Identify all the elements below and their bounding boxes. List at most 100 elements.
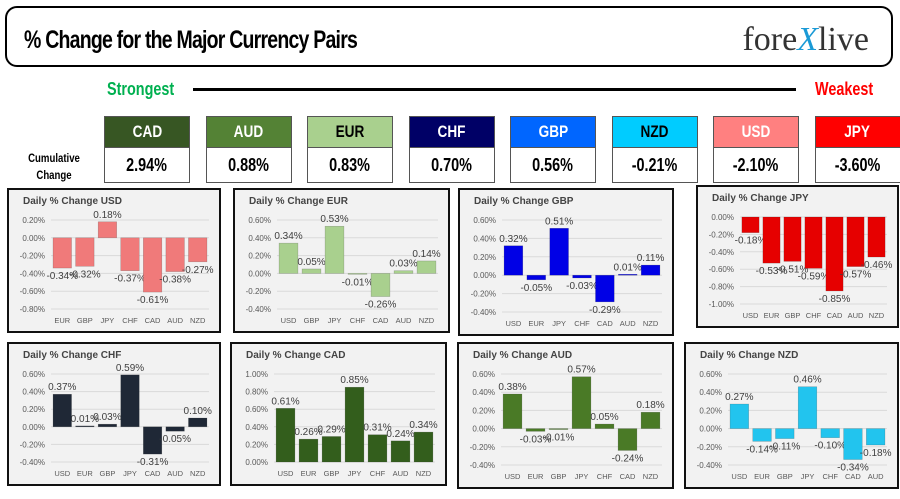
x-tick-label: USD xyxy=(743,311,759,320)
x-tick-label: CHF xyxy=(350,316,366,325)
data-label: 0.11% xyxy=(637,253,665,264)
bar-usd xyxy=(729,403,749,429)
bar-gbp xyxy=(301,268,322,274)
data-label: -0.01% xyxy=(342,277,374,288)
x-tick-label: AUD xyxy=(620,319,636,328)
x-tick-label: GBP xyxy=(551,472,567,481)
data-label: -0.24% xyxy=(612,453,644,464)
currency-header: CAD xyxy=(104,116,190,148)
data-label: -0.85% xyxy=(819,294,851,305)
cumulative-value: 0.56% xyxy=(510,148,596,183)
data-label: -0.10% xyxy=(814,441,846,452)
chart-plot: 0.20% 0.00% -0.20% -0.40% -0.60% -0.80% -0.34%… xyxy=(20,210,214,325)
y-tick-label: -0.20% xyxy=(709,230,734,239)
x-tick-label: CAD xyxy=(845,472,861,481)
bar-chf xyxy=(820,428,840,438)
chart-plot: 0.60% 0.40% 0.20% 0.00% -0.20% -0.40% 0.34% USD… xyxy=(246,214,441,325)
data-label: -0.61% xyxy=(137,295,169,306)
x-tick-label: NZD xyxy=(419,316,435,325)
bar-eur xyxy=(526,274,546,281)
cumulative-value-text: -0.21% xyxy=(631,154,678,175)
cumulative-value: 0.70% xyxy=(408,148,495,183)
chart-plot: 1.00% 0.80% 0.60% 0.40% 0.20% 0.00% 0.61% USD 0.… xyxy=(245,370,437,478)
x-tick-label: AUD xyxy=(396,316,412,325)
y-tick-label: -0.40% xyxy=(470,461,495,470)
cumulative-value-text: -3.60% xyxy=(834,154,881,175)
data-label: -0.26% xyxy=(365,300,397,311)
x-tick-label: EUR xyxy=(528,319,544,328)
x-tick-label: CHF xyxy=(122,316,138,325)
y-tick-label: -0.60% xyxy=(20,287,45,296)
x-tick-label: USD xyxy=(278,469,294,478)
x-tick-label: EUR xyxy=(754,472,770,481)
x-tick-label: NZD xyxy=(643,472,659,481)
bar-jpy xyxy=(97,221,117,239)
data-label: 0.05% xyxy=(297,257,325,268)
y-tick-label: 0.20% xyxy=(248,252,271,261)
y-tick-label: 0.00% xyxy=(22,423,45,432)
data-label: 0.34% xyxy=(274,231,302,242)
data-label: -0.14% xyxy=(746,444,778,455)
forexlive-logo: foreXlive xyxy=(742,21,869,58)
data-label: -0.38% xyxy=(159,275,191,286)
bar-eur xyxy=(762,216,781,264)
cumulative-value: 2.94% xyxy=(104,148,190,183)
bar-aud xyxy=(866,428,886,446)
chart-plot: 0.60% 0.40% 0.20% 0.00% -0.20% -0.40% 0.32% USD… xyxy=(471,216,665,328)
y-tick-label: 0.40% xyxy=(473,234,496,243)
y-tick-label: -0.20% xyxy=(246,287,271,296)
chart-plot: 0.60% 0.40% 0.20% 0.00% -0.20% -0.40% 0.37% USD… xyxy=(20,363,212,478)
bar-cad xyxy=(825,216,844,292)
data-label: -0.03% xyxy=(566,281,598,292)
bar-chf xyxy=(804,216,823,269)
bar-cad xyxy=(143,426,163,455)
bar-nzd xyxy=(188,417,208,428)
currency-name: GBP xyxy=(538,122,568,141)
chart-7-chf: Daily % Change CHF 0.60% 0.40% 0.20% 0.00% -0… xyxy=(7,342,221,486)
bar-usd xyxy=(502,393,523,429)
chart-plot: 0.00% -0.20% -0.40% -0.60% -0.80% -1.00% -0.18… xyxy=(709,213,893,320)
chart-7-jpy: Daily % Change JPY 0.00% -0.20% -0.40% -0.60… xyxy=(696,185,899,328)
x-tick-label: GBP xyxy=(77,316,93,325)
x-tick-label: AUD xyxy=(848,311,864,320)
y-tick-label: -0.40% xyxy=(20,269,45,278)
y-tick-label: -0.40% xyxy=(471,308,496,317)
currency-cell-chf: CHF 0.70% xyxy=(408,116,495,183)
data-label: 0.03% xyxy=(93,412,121,423)
data-label: -0.01% xyxy=(543,433,575,444)
x-tick-label: EUR xyxy=(764,311,780,320)
data-label: 0.37% xyxy=(48,382,76,393)
y-tick-label: 0.40% xyxy=(248,234,271,243)
y-tick-label: 0.00% xyxy=(22,234,45,243)
bar-jpy xyxy=(344,386,365,463)
currency-name: NZD xyxy=(640,122,669,141)
chart-title: Daily % Change AUD xyxy=(473,350,573,361)
x-tick-label: GBP xyxy=(100,469,116,478)
x-tick-label: JPY xyxy=(123,469,137,478)
x-tick-label: NZD xyxy=(190,316,206,325)
data-label: 0.03% xyxy=(389,259,417,270)
chart-7-cad: Daily % Change CAD 1.00% 0.80% 0.60% 0.40% 0.… xyxy=(230,342,447,486)
bar-gbp xyxy=(321,436,342,463)
y-tick-label: 0.00% xyxy=(472,425,495,434)
x-tick-label: AUD xyxy=(393,469,409,478)
x-tick-label: CHF xyxy=(574,319,590,328)
y-tick-label: 0.60% xyxy=(699,370,722,379)
y-tick-label: 0.60% xyxy=(473,216,496,225)
data-label: 0.51% xyxy=(545,216,573,227)
x-tick-label: JPY xyxy=(575,472,589,481)
data-label: -0.11% xyxy=(769,442,800,453)
y-tick-label: 0.60% xyxy=(472,370,495,379)
currency-header: CHF xyxy=(408,116,495,148)
y-tick-label: 0.00% xyxy=(245,458,268,467)
y-tick-label: 0.40% xyxy=(245,423,268,432)
x-tick-label: CAD xyxy=(373,316,389,325)
cumulative-value-text: 0.88% xyxy=(228,154,269,175)
bar-gbp xyxy=(783,216,802,262)
data-label: -0.46% xyxy=(861,260,893,271)
x-tick-label: GBP xyxy=(304,316,320,325)
cumulative-value-text: 0.56% xyxy=(532,154,574,175)
currency-header: USD xyxy=(713,116,799,148)
x-tick-label: NZD xyxy=(869,311,885,320)
data-label: 0.18% xyxy=(93,210,121,221)
